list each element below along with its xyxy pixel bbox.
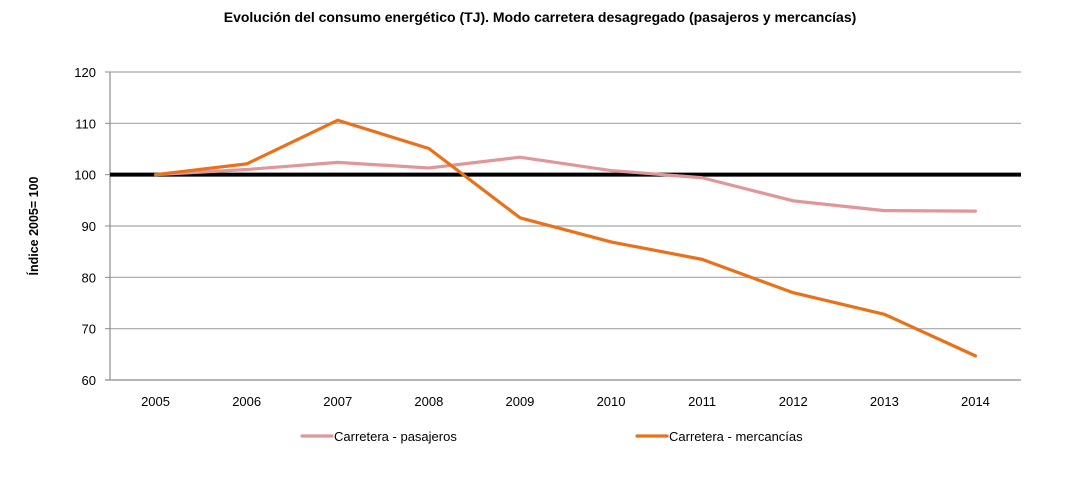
x-tick-label: 2010: [597, 394, 626, 409]
y-axis-label: Índice 2005= 100: [26, 176, 41, 275]
y-tick-label: 120: [74, 65, 96, 80]
legend-item: Carretera - pasajeros: [300, 429, 457, 444]
y-tick-label: 70: [82, 322, 96, 337]
legend: Carretera - pasajeros Carretera - mercanc…: [300, 429, 803, 444]
x-tick-label: 2012: [779, 394, 808, 409]
legend-label: Carretera - mercancías: [669, 429, 803, 444]
x-tick-label: 2013: [870, 394, 899, 409]
x-tick-label: 2011: [688, 394, 716, 409]
series-lines: [153, 118, 978, 358]
series-line-pasajeros: [153, 155, 978, 213]
y-tick-label: 100: [74, 168, 96, 183]
axes: [105, 72, 1021, 381]
y-tick-label: 90: [82, 219, 96, 234]
gridlines: [105, 71, 1021, 381]
x-tick-label: 2008: [414, 394, 443, 409]
x-tick-label: 2009: [505, 394, 534, 409]
y-tick-label: 60: [82, 373, 96, 388]
y-tick-labels: 60 70 80 90 100 110 120: [74, 65, 96, 388]
y-tick-label: 110: [75, 116, 96, 131]
series-line-mercancias: [153, 118, 978, 358]
x-tick-label: 2005: [141, 394, 170, 409]
x-tick-label: 2006: [232, 394, 261, 409]
legend-label: Carretera - pasajeros: [334, 429, 457, 444]
y-tick-label: 80: [82, 270, 96, 285]
x-tick-label: 2014: [961, 394, 990, 409]
x-tick-label: 2007: [323, 394, 352, 409]
chart-title: Evolución del consumo energético (TJ). M…: [224, 9, 857, 25]
x-tick-labels: 2005 2006 2007 2008 2009 2010 2011 2012 2013 2014: [141, 394, 990, 409]
legend-item: Carretera - mercancías: [635, 429, 803, 444]
